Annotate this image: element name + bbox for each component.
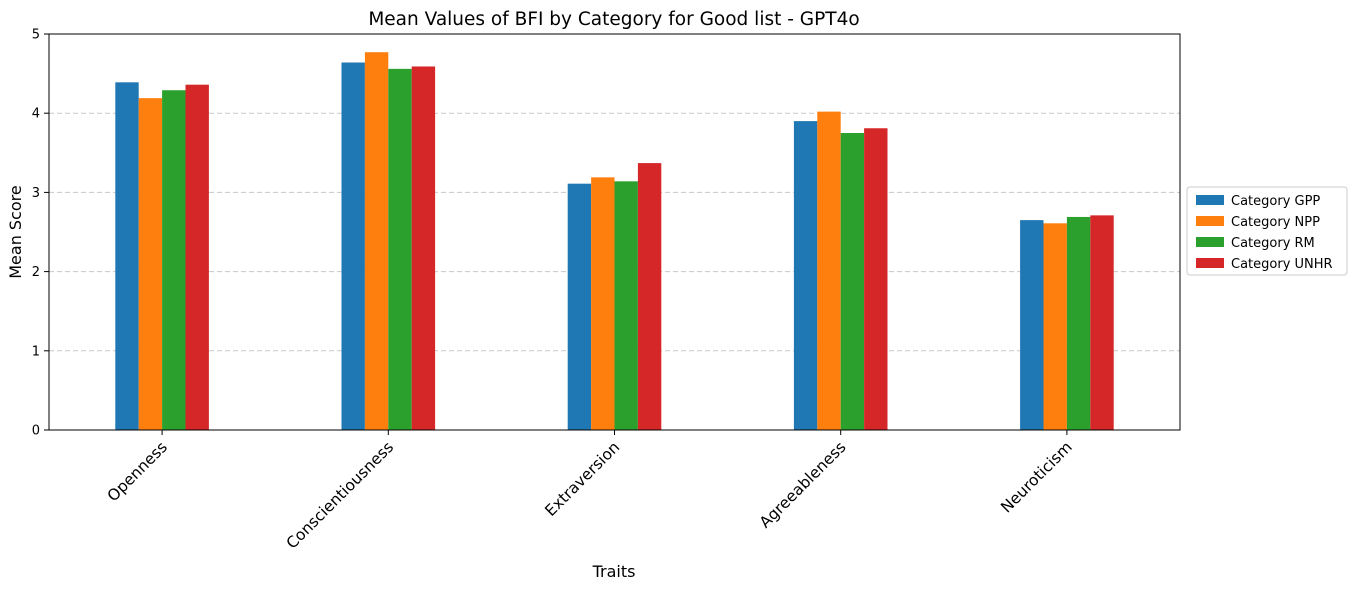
legend-swatch bbox=[1196, 258, 1224, 268]
bar-neuroticism-category-npp bbox=[1043, 223, 1067, 430]
legend-label: Category GPP bbox=[1231, 194, 1320, 209]
x-tick-label: Neuroticism bbox=[997, 438, 1075, 516]
bar-agreeableness-category-gpp bbox=[793, 121, 818, 431]
legend-swatch bbox=[1196, 237, 1224, 247]
x-axis-label: Traits bbox=[592, 562, 636, 581]
bar-extraversion-category-unhr bbox=[637, 163, 662, 430]
bar-extraversion-category-rm bbox=[614, 181, 638, 430]
y-tick-label: 5 bbox=[32, 28, 40, 43]
bar-agreeableness-category-npp bbox=[817, 111, 841, 430]
bars bbox=[115, 52, 1114, 431]
legend-label: Category RM bbox=[1231, 236, 1315, 251]
bar-agreeableness-category-rm bbox=[840, 133, 865, 430]
chart-title: Mean Values of BFI by Category for Good … bbox=[368, 9, 859, 30]
y-tick-label: 3 bbox=[32, 186, 40, 201]
y-axis-label: Mean Score bbox=[6, 185, 25, 279]
bar-conscientiousness-category-rm bbox=[388, 68, 412, 431]
bar-neuroticism-category-gpp bbox=[1020, 220, 1044, 430]
legend-swatch bbox=[1196, 216, 1224, 226]
legend: Category GPP Category NPP Category RM Categ… bbox=[1186, 186, 1348, 276]
x-tick-label: Extraversion bbox=[542, 438, 624, 520]
bar-openness-category-npp bbox=[138, 98, 163, 430]
bar-conscientiousness-category-npp bbox=[364, 52, 389, 430]
x-tick-label: Openness bbox=[104, 438, 171, 505]
bar-neuroticism-category-rm bbox=[1066, 216, 1091, 430]
bar-conscientiousness-category-gpp bbox=[341, 62, 365, 431]
legend-swatch bbox=[1196, 195, 1224, 205]
legend-box bbox=[1186, 186, 1348, 276]
x-tick-label: Conscientiousness bbox=[283, 438, 397, 552]
y-tick-label: 4 bbox=[32, 107, 40, 122]
bar-extraversion-category-npp bbox=[591, 177, 615, 430]
bar-neuroticism-category-unhr bbox=[1090, 215, 1114, 430]
gridlines bbox=[49, 112, 1180, 352]
y-tick-label: 2 bbox=[32, 265, 40, 280]
bar-openness-category-gpp bbox=[115, 82, 139, 430]
bar-openness-category-unhr bbox=[185, 84, 209, 431]
x-tick-label: Agreeableness bbox=[756, 438, 850, 532]
bar-agreeableness-category-unhr bbox=[864, 128, 888, 431]
legend-label: Category UNHR bbox=[1231, 257, 1333, 272]
bar-extraversion-category-gpp bbox=[567, 183, 592, 430]
bar-conscientiousness-category-unhr bbox=[411, 66, 436, 431]
legend-label: Category NPP bbox=[1231, 215, 1320, 230]
y-axis: 0 1 2 3 4 5 bbox=[32, 28, 49, 439]
x-axis: Openness Conscientiousness Extraversion Agr… bbox=[104, 430, 1076, 552]
y-tick-label: 0 bbox=[32, 424, 40, 439]
y-tick-label: 1 bbox=[32, 344, 40, 359]
bar-openness-category-rm bbox=[162, 90, 186, 431]
